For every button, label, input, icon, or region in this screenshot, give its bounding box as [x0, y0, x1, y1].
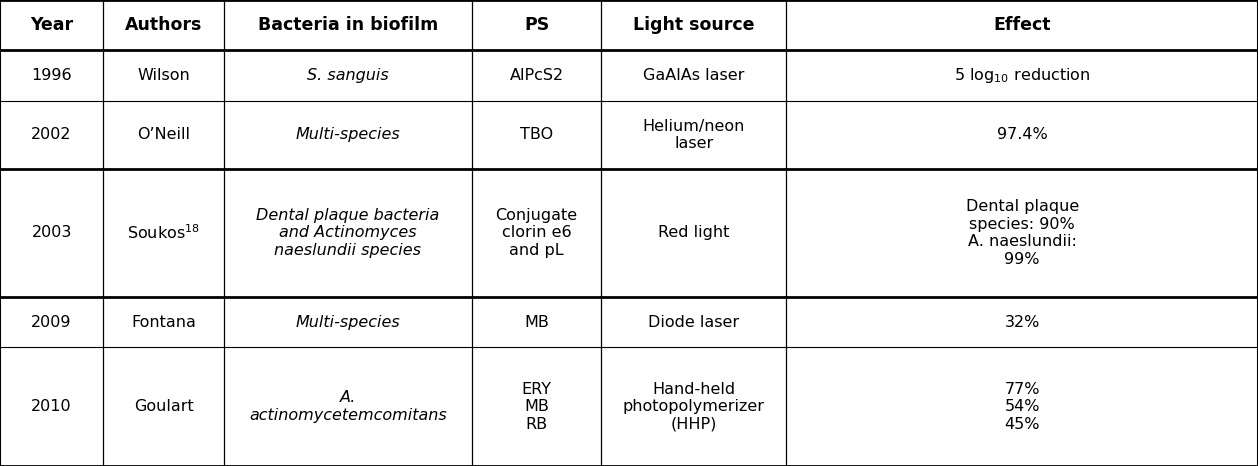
Text: TBO: TBO [520, 127, 554, 142]
Text: Goulart: Goulart [133, 399, 194, 414]
Text: PS: PS [523, 16, 550, 34]
Text: 2010: 2010 [31, 399, 72, 414]
Text: Helium/neon
laser: Helium/neon laser [643, 118, 745, 151]
Text: Dental plaque
species: 90%
A. naeslundii:
99%: Dental plaque species: 90% A. naeslundii… [965, 199, 1079, 267]
Text: MB: MB [525, 315, 548, 329]
Text: Bacteria in biofilm: Bacteria in biofilm [258, 16, 438, 34]
Text: 5 log$_{10}$ reduction: 5 log$_{10}$ reduction [954, 66, 1091, 85]
Text: 2002: 2002 [31, 127, 72, 142]
Text: Multi-species: Multi-species [296, 127, 400, 142]
Text: Hand-held
photopolymerizer
(HHP): Hand-held photopolymerizer (HHP) [623, 382, 765, 432]
Text: Red light: Red light [658, 226, 730, 240]
Text: Dental plaque bacteria
and Actinomyces
naeslundii species: Dental plaque bacteria and Actinomyces n… [257, 208, 439, 258]
Text: 77%
54%
45%: 77% 54% 45% [1004, 382, 1040, 432]
Text: O’Neill: O’Neill [137, 127, 190, 142]
Text: Diode laser: Diode laser [648, 315, 740, 329]
Text: A.
actinomycetemcomitans: A. actinomycetemcomitans [249, 391, 447, 423]
Text: 32%: 32% [1004, 315, 1040, 329]
Text: ERY
MB
RB: ERY MB RB [522, 382, 551, 432]
Text: Authors: Authors [125, 16, 203, 34]
Text: Year: Year [30, 16, 73, 34]
Text: 1996: 1996 [31, 68, 72, 83]
Text: 2003: 2003 [31, 226, 72, 240]
Text: Wilson: Wilson [137, 68, 190, 83]
Text: 2009: 2009 [31, 315, 72, 329]
Text: Effect: Effect [994, 16, 1050, 34]
Text: Light source: Light source [633, 16, 755, 34]
Text: Conjugate
clorin e6
and pL: Conjugate clorin e6 and pL [496, 208, 577, 258]
Text: AlPcS2: AlPcS2 [509, 68, 564, 83]
Text: 97.4%: 97.4% [996, 127, 1048, 142]
Text: Multi-species: Multi-species [296, 315, 400, 329]
Text: GaAlAs laser: GaAlAs laser [643, 68, 745, 83]
Text: Soukos$^{18}$: Soukos$^{18}$ [127, 224, 200, 242]
Text: S. sanguis: S. sanguis [307, 68, 389, 83]
Text: Fontana: Fontana [131, 315, 196, 329]
